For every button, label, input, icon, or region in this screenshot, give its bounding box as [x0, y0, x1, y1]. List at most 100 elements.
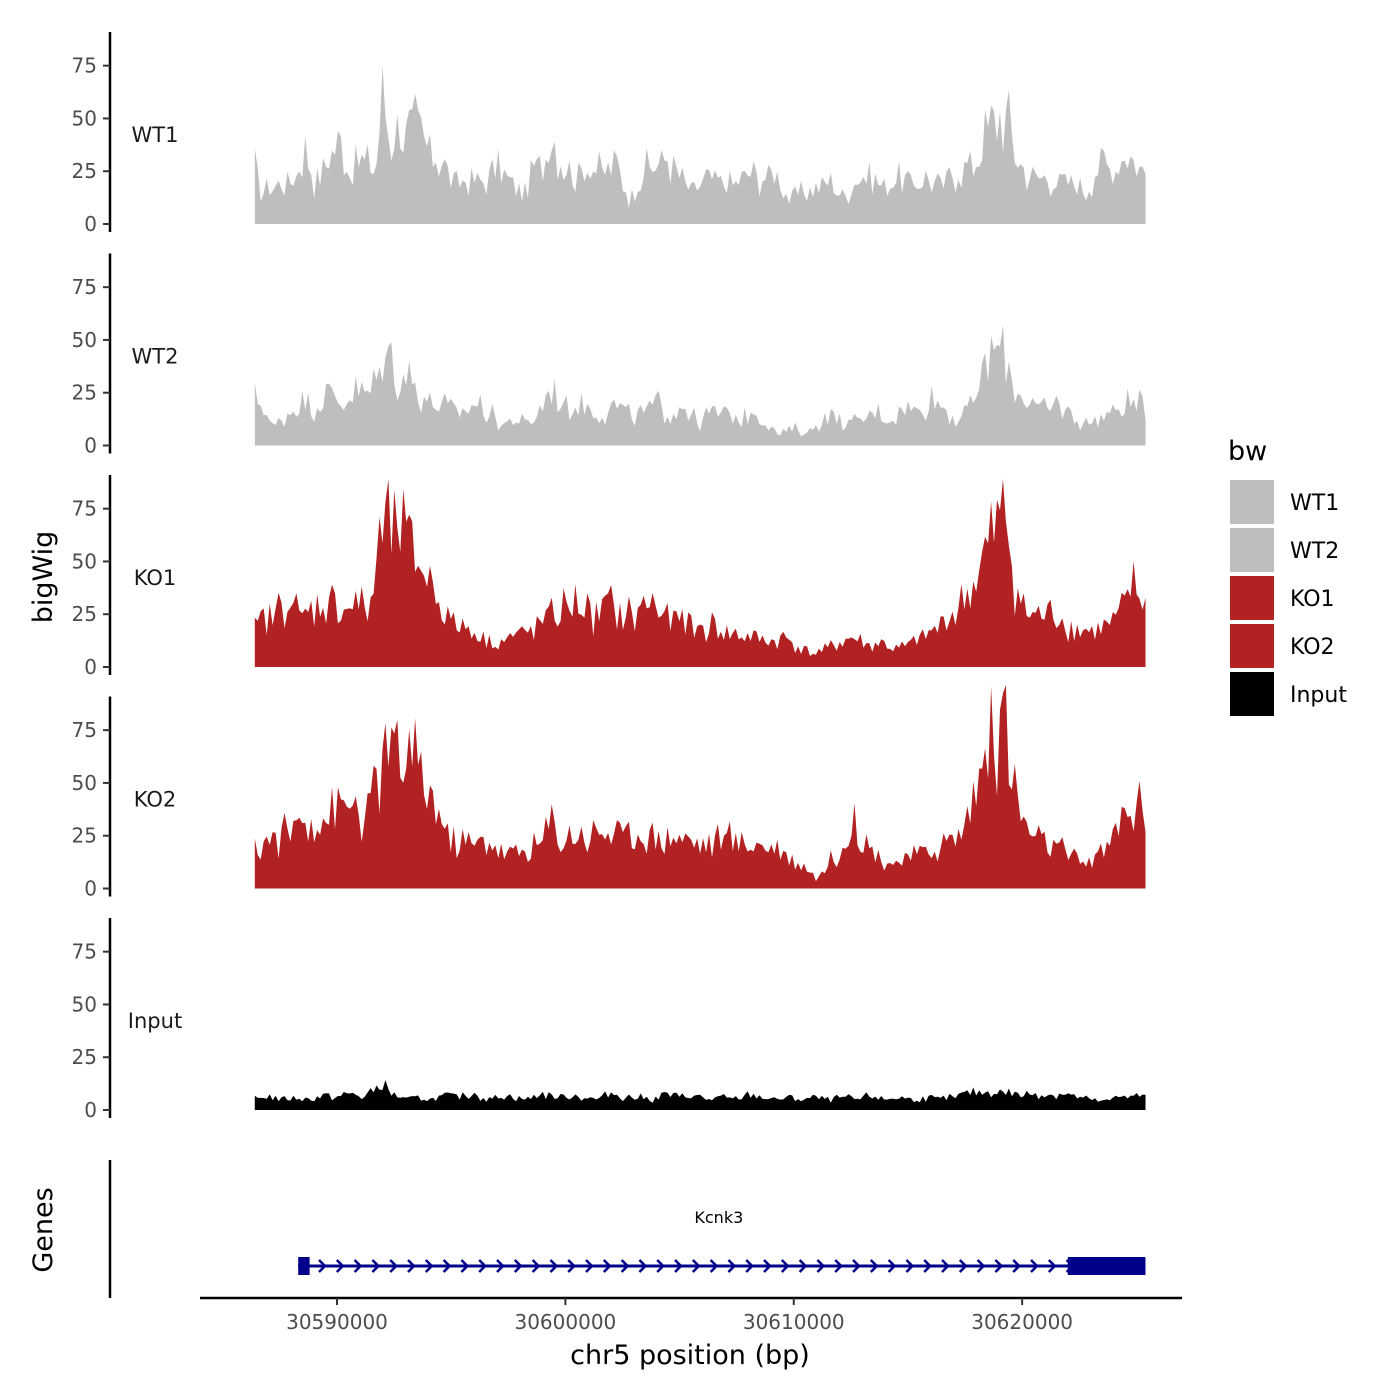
strand-arrow-icon	[958, 1259, 968, 1273]
strand-arrow-icon	[745, 1259, 754, 1273]
track-label-ko1: KO1	[134, 566, 177, 590]
area-wt2	[254, 324, 1146, 446]
legend-label-input: Input	[1290, 683, 1347, 708]
y-tick-label-wt1-50: 50	[72, 106, 97, 130]
legend-key-wt2	[1230, 528, 1274, 572]
y-tick-label-ko1-75: 75	[72, 497, 97, 521]
y-tick-label-ko2-50: 50	[72, 771, 97, 795]
strand-arrow-icon	[763, 1259, 772, 1273]
strand-arrow-icon	[478, 1259, 487, 1273]
strand-arrow-icon	[1012, 1259, 1021, 1273]
y-tick-label-ko2-25: 25	[72, 824, 97, 848]
legend: bw WT1 WT2 KO1 KO2 Input	[1228, 436, 1347, 716]
track-label-ko2: KO2	[134, 788, 177, 812]
legend-label-wt1: WT1	[1290, 491, 1339, 516]
x-tick-label-30600000: 30600000	[514, 1310, 616, 1334]
y-tick-label-wt1-75: 75	[72, 54, 97, 78]
strand-arrow-icon	[834, 1259, 843, 1273]
area-input	[254, 1080, 1146, 1110]
y-tick-label-wt1-25: 25	[72, 159, 97, 183]
gene-name-label: Kcnk3	[694, 1208, 743, 1227]
area-wt1	[254, 65, 1146, 225]
y-tick-label-wt2-50: 50	[72, 328, 97, 352]
track-label-input: Input	[128, 1009, 182, 1033]
x-tick-label-30590000: 30590000	[286, 1310, 388, 1334]
strand-arrow-icon	[496, 1259, 505, 1273]
strand-arrow-icon	[442, 1259, 452, 1273]
strand-arrow-icon	[620, 1259, 630, 1273]
strand-arrow-icon	[923, 1259, 932, 1273]
strand-arrow-icon	[905, 1259, 915, 1273]
y-tick-label-ko1-0: 0	[84, 655, 97, 679]
strand-arrow-icon	[1030, 1259, 1039, 1273]
legend-label-wt2: WT2	[1290, 539, 1339, 564]
strand-arrow-icon	[1047, 1259, 1057, 1273]
strand-arrow-icon	[691, 1259, 701, 1273]
track-label-wt2: WT2	[132, 345, 179, 369]
track-input: 0 25 50 75 Input	[72, 918, 1146, 1122]
gene-exon-2	[1067, 1257, 1146, 1275]
y-tick-label-input-0: 0	[84, 1098, 97, 1122]
strand-arrow-icon	[780, 1259, 790, 1273]
y-tick-label-wt2-75: 75	[72, 275, 97, 299]
genes-track: Kcnk3	[108, 1160, 1146, 1298]
strand-arrow-icon	[656, 1259, 665, 1273]
y-tick-label-ko2-75: 75	[72, 718, 97, 742]
track-ko2: 0 25 50 75 KO2	[72, 685, 1146, 901]
strand-arrow-icon	[941, 1259, 950, 1273]
gene-exon-1	[298, 1257, 310, 1275]
strand-arrow-icon	[318, 1259, 327, 1273]
strand-arrow-icon	[887, 1259, 897, 1273]
strand-arrow-icon	[389, 1259, 398, 1273]
track-ko1: 0 25 50 75 KO1	[72, 475, 1146, 679]
gene-kcnk3: Kcnk3	[298, 1208, 1146, 1275]
y-tick-label-input-75: 75	[72, 940, 97, 964]
strand-arrow-icon	[407, 1259, 416, 1273]
y-tick-label-input-25: 25	[72, 1045, 97, 1069]
x-axis-title: chr5 position (bp)	[570, 1340, 810, 1371]
strand-arrow-icon	[513, 1259, 523, 1273]
legend-key-ko2	[1230, 624, 1274, 668]
y-tick-label-ko2-0: 0	[84, 877, 97, 901]
y-tick-label-ko1-50: 50	[72, 549, 97, 573]
strand-arrow-icon	[567, 1259, 576, 1273]
strand-arrow-icon	[709, 1259, 719, 1273]
area-ko1	[254, 479, 1146, 667]
y-tick-label-wt2-0: 0	[84, 434, 97, 458]
strand-arrow-icon	[994, 1259, 1004, 1273]
area-ko2	[254, 685, 1146, 889]
x-tick-label-30610000: 30610000	[743, 1310, 845, 1334]
legend-title: bw	[1228, 436, 1267, 467]
strand-arrow-icon	[585, 1259, 594, 1273]
strand-arrow-icon	[424, 1259, 434, 1273]
strand-arrow-icon	[353, 1259, 363, 1273]
strand-arrow-icon	[531, 1259, 541, 1273]
strand-arrow-icon	[869, 1259, 879, 1273]
bigwig-tracks: 0 25 50 75 WT1 0 25 50 75 WT2 0 25 50 75 KO1 0 25 50 75 KO2…	[72, 32, 1146, 1122]
y-tick-label-input-50: 50	[72, 992, 97, 1016]
strand-arrow-icon	[798, 1259, 808, 1273]
y-tick-label-wt1-0: 0	[84, 212, 97, 236]
strand-arrow-icon	[638, 1259, 648, 1273]
track-wt2: 0 25 50 75 WT2	[72, 253, 1146, 458]
y-tick-label-wt2-25: 25	[72, 381, 97, 405]
strand-arrow-icon	[852, 1259, 861, 1273]
strand-arrow-icon	[371, 1259, 381, 1273]
strand-arrow-icon	[602, 1259, 612, 1273]
legend-key-ko1	[1230, 576, 1274, 620]
genes-axis-title: Genes	[28, 1187, 59, 1272]
y-axis-title: bigWig	[28, 531, 59, 624]
legend-label-ko1: KO1	[1290, 587, 1335, 612]
strand-arrow-icon	[727, 1259, 737, 1273]
strand-arrow-icon	[460, 1259, 470, 1273]
x-axis: 30590000 30600000 30610000 30620000	[200, 1296, 1182, 1334]
strand-arrow-icon	[335, 1259, 345, 1273]
strand-arrow-icon	[976, 1259, 986, 1273]
track-label-wt1: WT1	[132, 123, 179, 147]
x-tick-label-30620000: 30620000	[971, 1310, 1073, 1334]
strand-arrow-icon	[549, 1259, 559, 1273]
legend-key-wt1	[1230, 480, 1274, 524]
strand-arrow-icon	[816, 1259, 826, 1273]
legend-key-input	[1230, 672, 1274, 716]
